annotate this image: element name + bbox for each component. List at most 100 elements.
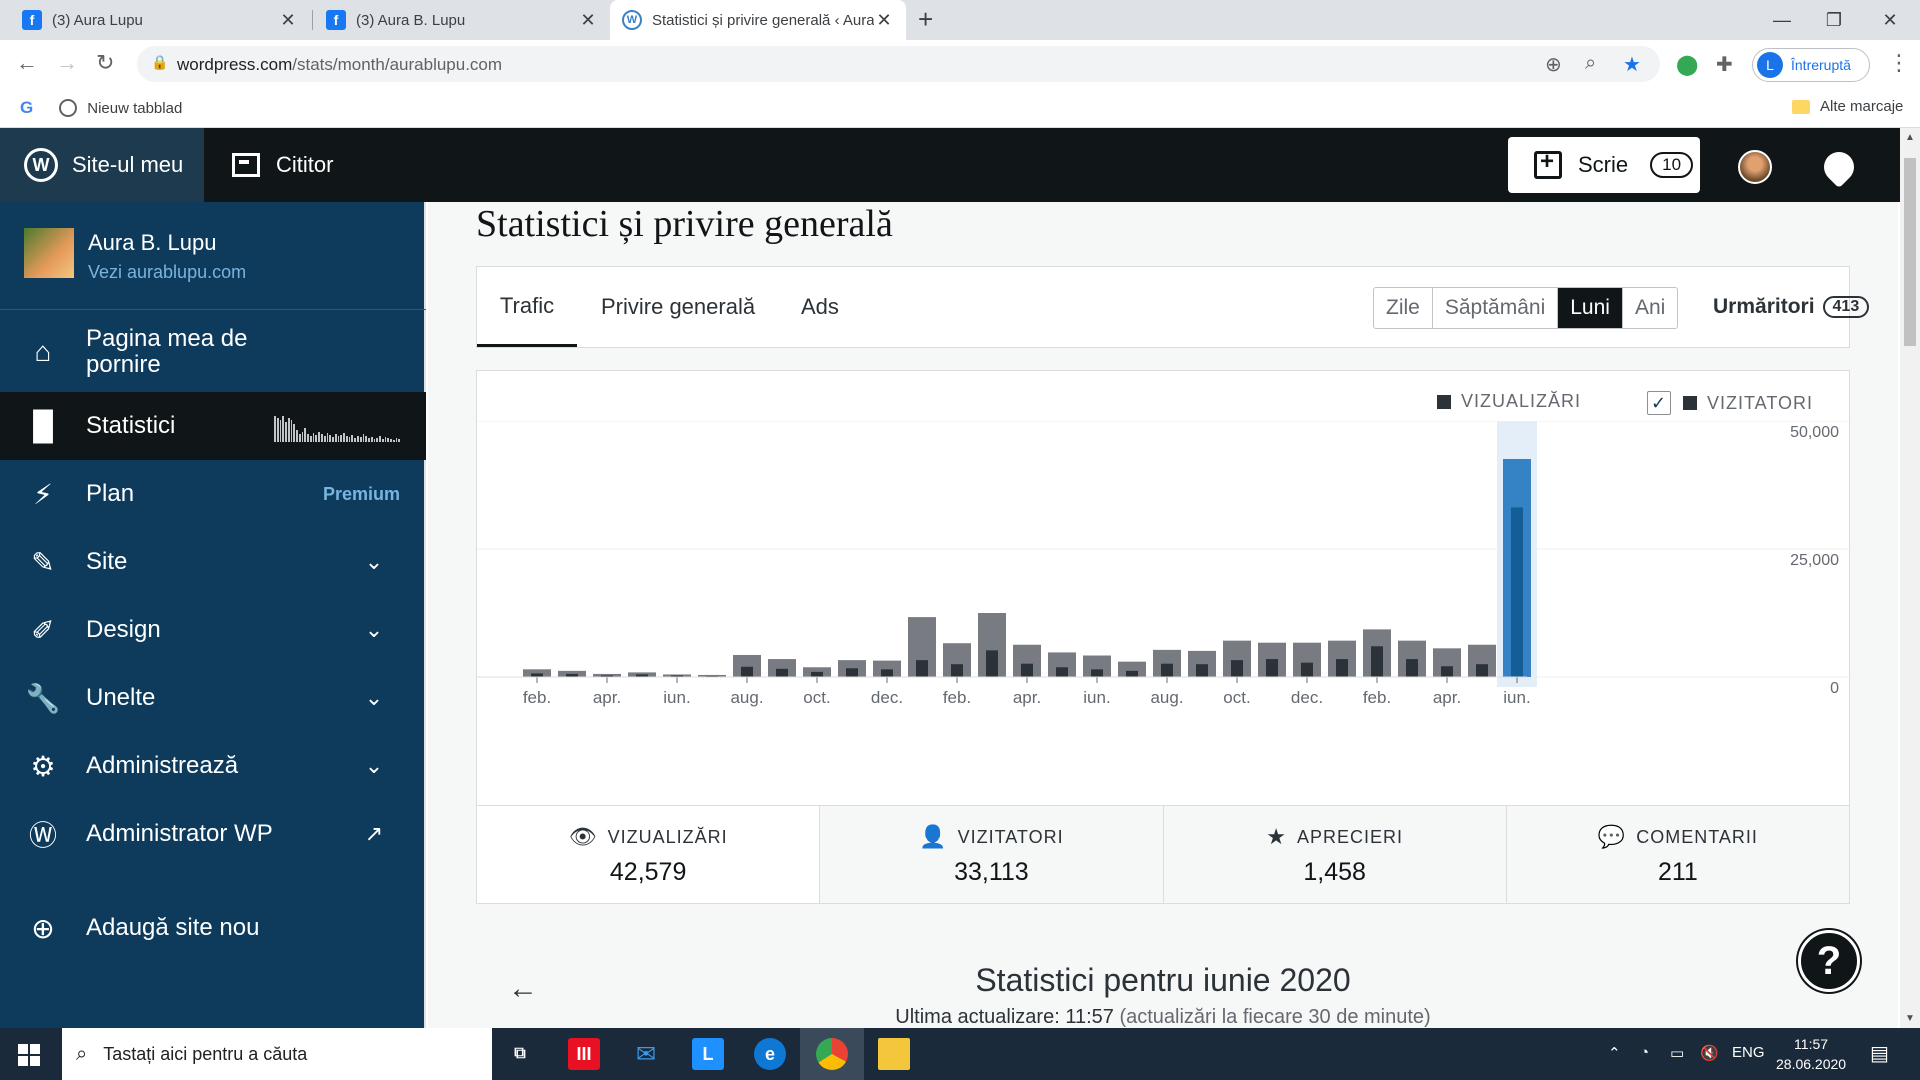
zoom-icon[interactable]: ⌕	[1585, 52, 1597, 74]
visitors-bar[interactable]	[1371, 646, 1383, 677]
sidebar-item-tools[interactable]: 🔧 Unelte ⌄	[0, 664, 426, 732]
my-site-button[interactable]: W Site-ul meu	[0, 128, 204, 202]
forward-icon[interactable]: →	[56, 50, 78, 75]
page-scrollbar[interactable]: ▲ ▼	[1900, 128, 1920, 1028]
sidebar-item-design[interactable]: ✐ Design ⌄	[0, 596, 426, 664]
file-explorer-icon[interactable]	[878, 1038, 910, 1070]
chrome-icon[interactable]	[816, 1038, 848, 1070]
visitors-bar[interactable]	[706, 675, 718, 677]
sidebar-item-stats[interactable]: ▐▌ Statistici	[0, 392, 426, 460]
visitors-bar[interactable]	[636, 674, 648, 677]
volume-icon[interactable]: 🔇	[1700, 1045, 1719, 1062]
profile-button[interactable]: L Întreruptă	[1752, 48, 1870, 82]
visitors-bar[interactable]	[1021, 663, 1033, 677]
followers-link[interactable]: Urmăritori 413	[1713, 295, 1870, 319]
battery-icon[interactable]: ▭	[1670, 1045, 1685, 1062]
browser-tab-1[interactable]: f (3) Aura Lupu ✕	[10, 0, 310, 40]
views-bar[interactable]	[593, 673, 621, 677]
summary-likes[interactable]: ★ APRECIERI 1,458	[1162, 806, 1506, 903]
visitors-bar[interactable]	[1161, 663, 1173, 677]
menu-icon[interactable]: ⋮	[1888, 50, 1910, 75]
summary-comments[interactable]: 💬 COMENTARII 211	[1505, 806, 1849, 903]
visitors-bar[interactable]	[1511, 507, 1523, 677]
visitors-bar[interactable]	[1091, 669, 1103, 677]
sidebar-item-add-site[interactable]: ⊕ Adaugă site nou	[0, 894, 426, 962]
period-years[interactable]: Ani	[1634, 296, 1666, 319]
other-bookmarks[interactable]: Alte marcaje	[1792, 98, 1903, 115]
app-l-icon[interactable]: L	[692, 1038, 724, 1070]
task-view-icon[interactable]: ⧉	[514, 1045, 526, 1062]
visitors-bar[interactable]	[986, 650, 998, 677]
browser-tab-3[interactable]: W Statistici și privire generală ‹ Aura …	[610, 0, 906, 40]
visitors-checkbox[interactable]: ✓	[1647, 391, 1671, 415]
windows-start-icon[interactable]	[18, 1044, 40, 1066]
write-button[interactable]: Scrie 10	[1508, 137, 1700, 193]
views-bar[interactable]	[873, 660, 901, 677]
puzzle-icon[interactable]: ✚	[1716, 54, 1733, 76]
view-site-link[interactable]: Vezi aurablupu.com	[88, 262, 247, 282]
close-window-button[interactable]: ✕	[1882, 10, 1898, 30]
clock[interactable]: 11:57 28.06.2020	[1776, 1034, 1846, 1074]
visitors-bar[interactable]	[1266, 659, 1278, 677]
bookmark-new-tab[interactable]: G Nieuw tabblad	[20, 98, 182, 118]
visitors-bar[interactable]	[1476, 664, 1488, 677]
site-card[interactable]: Aura B. Lupu Vezi aurablupu.com	[0, 202, 426, 310]
visitors-bar[interactable]	[1126, 670, 1138, 677]
edge-icon[interactable]: e	[754, 1038, 786, 1070]
address-bar[interactable]: 🔒 wordpress.com/stats/month/aurablupu.co…	[137, 46, 1660, 82]
views-bar[interactable]	[768, 659, 796, 677]
visitors-bar[interactable]	[531, 673, 543, 677]
app-icon[interactable]: III	[568, 1038, 600, 1070]
chevron-down-icon[interactable]: ⌄	[364, 549, 384, 574]
visitors-bar[interactable]	[846, 668, 858, 677]
user-avatar[interactable]	[1738, 150, 1772, 184]
views-bar[interactable]	[558, 670, 586, 677]
summary-visitors[interactable]: 👤 VIZITATORI 33,113	[819, 806, 1163, 903]
period-months[interactable]: Luni	[1558, 288, 1623, 328]
period-days[interactable]: Zile	[1374, 288, 1433, 328]
views-bar[interactable]	[523, 669, 551, 677]
notifications-center-icon[interactable]: ▤	[1870, 1043, 1889, 1065]
add-icon[interactable]: ⊕	[1545, 54, 1562, 76]
browser-tab-2[interactable]: f (3) Aura B. Lupu ✕	[314, 0, 610, 40]
sidebar-item-site[interactable]: ✎ Site ⌄	[0, 528, 426, 596]
close-icon[interactable]: ✕	[280, 9, 296, 30]
taskbar-search[interactable]: ⌕ Tastați aici pentru a căuta	[62, 1028, 492, 1080]
chevron-up-icon[interactable]: ⌃	[1608, 1045, 1621, 1062]
scroll-down-icon[interactable]: ▼	[1905, 1013, 1915, 1024]
visitors-bar[interactable]	[671, 675, 683, 677]
sidebar-item-wp-admin[interactable]: Ⓦ Administrator WP ↗	[0, 800, 426, 868]
visitors-bar[interactable]	[1196, 664, 1208, 677]
previous-period-arrow[interactable]: ←	[508, 972, 538, 1005]
visitors-bar[interactable]	[1231, 660, 1243, 677]
sidebar-item-home[interactable]: ⌂ Pagina mea de pornire	[0, 312, 426, 392]
chevron-down-icon[interactable]: ⌄	[364, 617, 384, 642]
close-icon[interactable]: ✕	[580, 9, 596, 30]
visitors-bar[interactable]	[916, 660, 928, 677]
period-weeks[interactable]: Săptămâni	[1433, 288, 1559, 328]
chevron-down-icon[interactable]: ⌄	[364, 685, 384, 710]
new-tab-button[interactable]: +	[918, 4, 934, 34]
star-icon[interactable]: ★	[1623, 54, 1641, 76]
visitors-bar[interactable]	[1336, 659, 1348, 677]
tab-ads[interactable]: Ads	[801, 267, 839, 347]
visitors-bar[interactable]	[566, 673, 578, 677]
help-button[interactable]: ?	[1798, 930, 1860, 992]
tab-traffic[interactable]: Trafic	[477, 267, 577, 347]
maximize-button[interactable]: ❐	[1825, 10, 1843, 30]
scroll-thumb[interactable]	[1904, 158, 1916, 346]
reload-icon[interactable]: ↻	[96, 50, 115, 75]
visitors-bar[interactable]	[811, 671, 823, 677]
reader-button[interactable]: Cititor	[232, 128, 333, 202]
sidebar-item-manage[interactable]: ⚙ Administrează ⌄	[0, 732, 426, 800]
visitors-bar[interactable]	[601, 675, 613, 677]
visitors-bar[interactable]	[1056, 667, 1068, 677]
close-icon[interactable]: ✕	[876, 9, 892, 30]
wifi-icon[interactable]: ◔	[1640, 1044, 1650, 1061]
back-icon[interactable]: ←	[16, 50, 38, 75]
tab-overview[interactable]: Privire generală	[601, 267, 755, 347]
sidebar-item-plan[interactable]: ⚡ Plan Premium	[0, 460, 426, 528]
views-bar[interactable]	[733, 654, 761, 677]
scroll-up-icon[interactable]: ▲	[1905, 132, 1915, 143]
visitors-bar[interactable]	[1301, 662, 1313, 677]
